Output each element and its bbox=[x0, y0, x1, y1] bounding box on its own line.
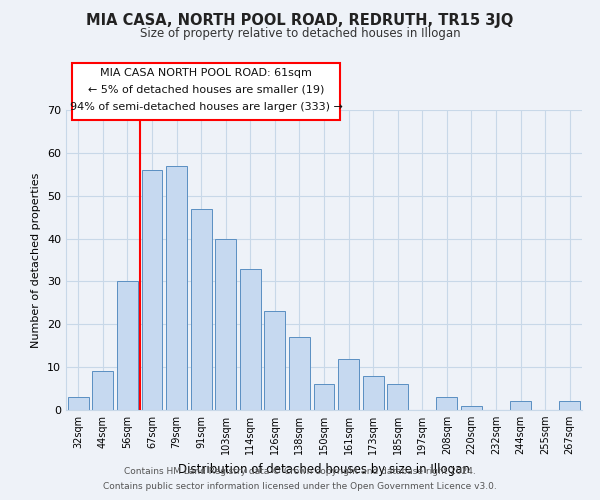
Bar bbox=[265, 312, 286, 410]
Y-axis label: Number of detached properties: Number of detached properties bbox=[31, 172, 41, 348]
Bar bbox=[436, 397, 457, 410]
Bar bbox=[92, 372, 113, 410]
Text: Size of property relative to detached houses in Illogan: Size of property relative to detached ho… bbox=[140, 28, 460, 40]
Bar bbox=[510, 402, 531, 410]
Bar bbox=[314, 384, 334, 410]
Bar bbox=[191, 208, 212, 410]
Bar bbox=[68, 397, 89, 410]
Bar bbox=[289, 337, 310, 410]
X-axis label: Distribution of detached houses by size in Illogan: Distribution of detached houses by size … bbox=[178, 462, 470, 475]
Text: Contains public sector information licensed under the Open Government Licence v3: Contains public sector information licen… bbox=[103, 482, 497, 491]
Bar bbox=[166, 166, 187, 410]
Bar bbox=[142, 170, 163, 410]
Text: MIA CASA NORTH POOL ROAD: 61sqm: MIA CASA NORTH POOL ROAD: 61sqm bbox=[100, 68, 312, 78]
Bar bbox=[240, 268, 261, 410]
Bar bbox=[338, 358, 359, 410]
Bar bbox=[215, 238, 236, 410]
Bar bbox=[559, 402, 580, 410]
Text: MIA CASA, NORTH POOL ROAD, REDRUTH, TR15 3JQ: MIA CASA, NORTH POOL ROAD, REDRUTH, TR15… bbox=[86, 12, 514, 28]
Text: ← 5% of detached houses are smaller (19): ← 5% of detached houses are smaller (19) bbox=[88, 85, 325, 95]
Bar bbox=[117, 282, 138, 410]
Text: 94% of semi-detached houses are larger (333) →: 94% of semi-detached houses are larger (… bbox=[70, 102, 343, 112]
Bar bbox=[461, 406, 482, 410]
Bar bbox=[362, 376, 383, 410]
Text: Contains HM Land Registry data © Crown copyright and database right 2024.: Contains HM Land Registry data © Crown c… bbox=[124, 467, 476, 476]
Bar bbox=[387, 384, 408, 410]
